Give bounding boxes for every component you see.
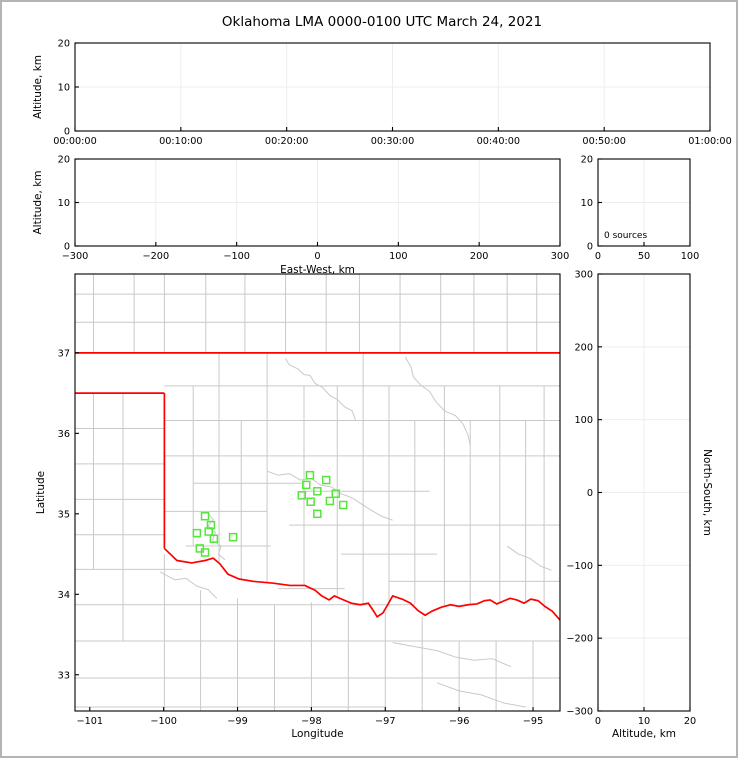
lma-source-marker xyxy=(192,528,202,538)
tick-label: 20 xyxy=(581,155,593,166)
tick-label: −100 xyxy=(566,561,593,572)
altitude-histogram-panel: 0 50 100 0 10 20 0 sources xyxy=(581,155,700,263)
axis-label-ns_height-x: Altitude, km xyxy=(612,728,676,740)
tick-label: −97 xyxy=(375,716,395,727)
axis-label-ns_height-y: North-South, km xyxy=(701,449,713,536)
tick-label: 0 xyxy=(587,242,593,253)
tick-label: 00:50:00 xyxy=(582,136,626,147)
tick-label: 37 xyxy=(58,348,70,359)
map-geography xyxy=(75,274,560,711)
lma-source-marker xyxy=(331,489,341,498)
annotation-sources-count: 0 sources xyxy=(604,231,647,241)
axis-label-time_height-y: Altitude, km xyxy=(32,55,44,119)
map-county-lines xyxy=(75,274,560,711)
tick-label: −300 xyxy=(62,251,89,262)
tick-label: −96 xyxy=(449,716,469,727)
lma-source-marker xyxy=(305,470,315,480)
tick-label: 10 xyxy=(638,716,650,727)
tick-label: −101 xyxy=(76,716,103,727)
tick-label: 00:20:00 xyxy=(265,136,309,147)
tick-label: 20 xyxy=(684,716,696,727)
lma-source-marker xyxy=(325,496,335,506)
tick-label: 100 xyxy=(575,415,594,426)
tick-label: −95 xyxy=(523,716,543,727)
lma-source-marker xyxy=(228,532,238,542)
map-lma-sources xyxy=(192,470,348,557)
tick-label: 00:30:00 xyxy=(371,136,415,147)
tick-label: −300 xyxy=(566,707,593,718)
lma-source-marker xyxy=(338,500,348,510)
axis-label-ew_height-y: Altitude, km xyxy=(32,170,44,234)
tick-label: 300 xyxy=(551,251,570,262)
tick-label: 35 xyxy=(58,509,70,520)
tick-label: 34 xyxy=(58,590,70,601)
ns-height-panel: 0 10 20 −300 −200 −100 0 100 200 300 Altitude, km N… xyxy=(566,270,713,741)
lma-source-marker xyxy=(313,509,322,519)
lma-source-marker xyxy=(313,487,322,496)
tick-label: 33 xyxy=(58,670,70,681)
tick-label: −99 xyxy=(227,716,247,727)
tick-label: 0 xyxy=(587,488,593,499)
figure-title: Oklahoma LMA 0000-0100 UTC March 24, 202… xyxy=(221,14,543,30)
tick-label: 0 xyxy=(64,242,70,253)
tick-label: 00:40:00 xyxy=(477,136,521,147)
tick-label: 0 xyxy=(595,716,601,727)
time-height-panel: 00:00:00 00:10:00 00:20:00 00:30:00 00:40:00… xyxy=(32,39,732,148)
tick-label: −100 xyxy=(150,716,177,727)
lma-source-marker xyxy=(301,480,311,490)
tick-label: 200 xyxy=(575,342,594,353)
tick-label: 00:00:00 xyxy=(53,136,97,147)
tick-label: 20 xyxy=(58,155,70,166)
lma-source-marker xyxy=(297,491,307,500)
tick-label: 20 xyxy=(58,39,70,50)
tick-label: 0 xyxy=(64,127,70,138)
lma-source-marker xyxy=(209,534,219,544)
axis-label-plan_map-y: Latitude xyxy=(35,471,47,514)
lma-source-marker xyxy=(200,548,210,557)
tick-label: 100 xyxy=(389,251,408,262)
tick-label: 100 xyxy=(681,251,700,262)
ew-height-panel: −300 −200 −100 0 100 200 300 0 10 20 East-West, km… xyxy=(32,155,569,277)
tick-label: 10 xyxy=(58,198,70,209)
tick-label: −100 xyxy=(223,251,250,262)
tick-label: 0 xyxy=(595,251,601,262)
lma-source-marker xyxy=(321,475,331,485)
tick-label: −200 xyxy=(143,251,170,262)
lma-source-marker xyxy=(306,497,315,507)
tick-label: 10 xyxy=(58,83,70,94)
tick-label: 200 xyxy=(470,251,489,262)
plan-view-map-panel: −101 −100 −99 −98 −97 −96 −95 33 34 35 36 37 Longitu… xyxy=(35,273,561,740)
map-state-border xyxy=(75,352,560,621)
tick-label: 0 xyxy=(314,251,320,262)
tick-label: −98 xyxy=(301,716,321,727)
tick-label: 00:10:00 xyxy=(159,136,203,147)
tick-label: 300 xyxy=(575,270,594,281)
tick-label: 01:00:00 xyxy=(688,136,732,147)
tick-label: 10 xyxy=(581,198,593,209)
tick-label: −200 xyxy=(566,634,593,645)
axis-label-plan_map-x: Longitude xyxy=(291,728,343,740)
tick-label: 36 xyxy=(58,429,70,440)
lma-source-marker xyxy=(200,511,210,521)
lma-source-marker xyxy=(204,527,213,536)
tick-label: 50 xyxy=(638,251,650,262)
axis-label-ew_height-x: East-West, km xyxy=(280,264,355,276)
